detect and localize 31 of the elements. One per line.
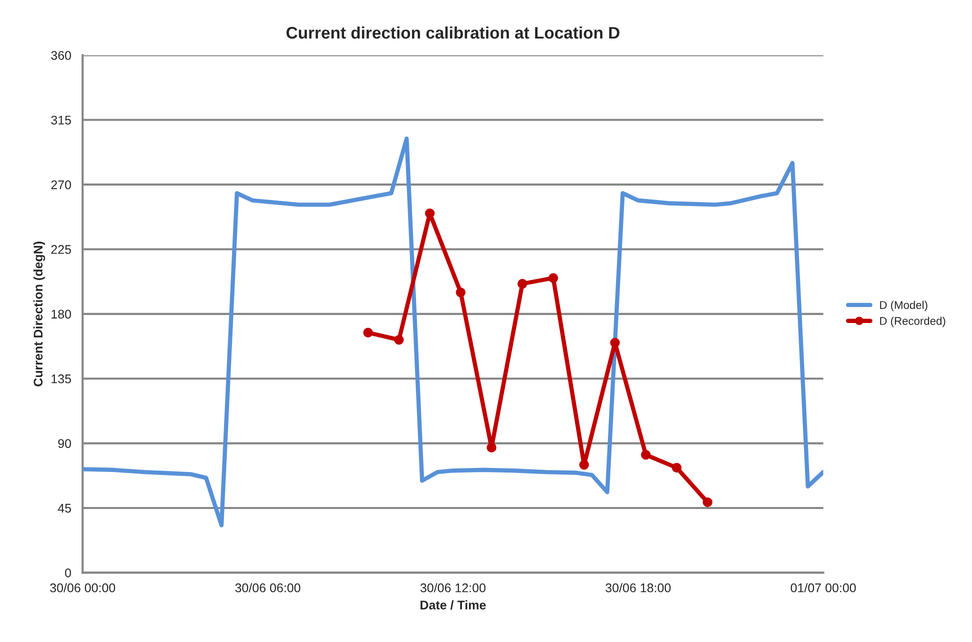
x-tick-label: 30/06 12:00 [420,583,486,592]
x-tick-label: 30/06 18:00 [606,583,671,592]
y-tick-label: 90 [58,439,72,448]
y-tick-label: 270 [51,180,72,190]
y-tick-label: 135 [52,374,71,384]
point [672,462,682,473]
point [610,338,620,348]
point [640,450,651,460]
x-tick-label: 01/07 00:00 [790,583,856,592]
point [394,334,404,345]
point [579,460,589,470]
x-axis-title: Date / Time [420,600,486,610]
y-tick-label: 0 [65,568,72,578]
point [486,442,496,452]
y-axis-title: Current Direction (degN) [33,242,46,386]
y-tick-label: 360 [51,51,72,60]
point [548,273,558,283]
x-tick-label: 30/06 06:00 [235,583,300,592]
point [363,328,373,338]
chart-title: Current direction calibration at Location D [286,26,620,39]
legend-label: D (Model) [880,300,928,312]
x-tick-label: 30/06 00:00 [50,583,116,592]
point [424,208,435,218]
y-tick-label: 180 [52,310,72,319]
point [456,288,466,298]
point [518,278,528,289]
legend-label: D (Recorded) [880,316,946,328]
point [702,497,712,508]
y-tick-label: 225 [51,245,71,254]
y-tick-label: 45 [58,504,71,513]
y-tick-label: 315 [51,116,71,125]
